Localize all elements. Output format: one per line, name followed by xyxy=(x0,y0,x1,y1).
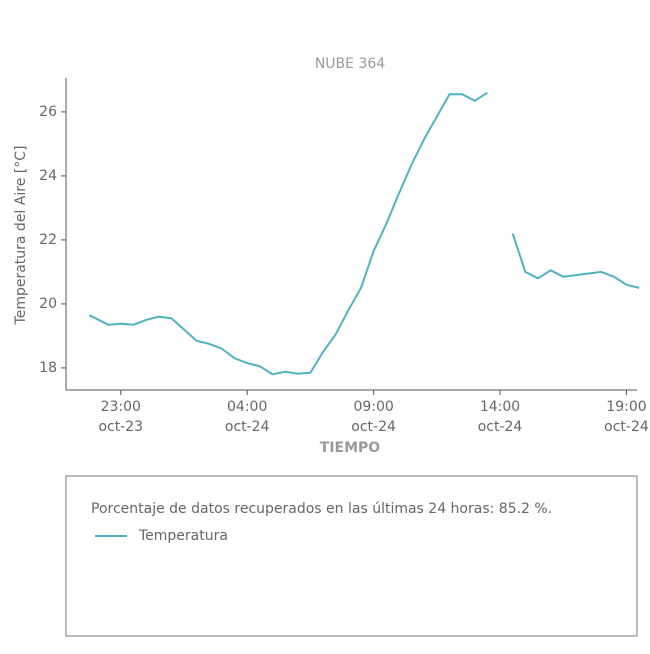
legend-label: Temperatura xyxy=(138,528,228,544)
x-tick-label: oct-24 xyxy=(604,419,649,435)
x-tick-label: oct-24 xyxy=(351,419,396,435)
legend-box xyxy=(65,475,638,637)
y-tick-label: 22 xyxy=(39,232,57,248)
y-tick-label: 18 xyxy=(39,360,57,376)
x-tick-label: oct-24 xyxy=(225,419,270,435)
y-tick-label: 26 xyxy=(39,104,57,120)
chart-title: NUBE 364 xyxy=(315,56,385,72)
x-tick-label: oct-24 xyxy=(478,419,523,435)
x-tick-label: oct-23 xyxy=(98,419,143,435)
x-tick-label: 19:00 xyxy=(606,399,646,415)
x-axis-label: TIEMPO xyxy=(320,440,381,456)
x-tick-label: 09:00 xyxy=(353,399,393,415)
y-tick-label: 20 xyxy=(39,296,57,312)
x-tick-label: 23:00 xyxy=(101,399,141,415)
line-series xyxy=(88,91,640,376)
y-axis-label: Temperatura del Aire [°C] xyxy=(13,146,29,326)
x-tick-label: 04:00 xyxy=(227,399,267,415)
recovery-note: Porcentaje de datos recuperados en las ú… xyxy=(91,501,552,517)
y-tick-label: 24 xyxy=(39,168,57,184)
x-tick-label: 14:00 xyxy=(480,399,520,415)
